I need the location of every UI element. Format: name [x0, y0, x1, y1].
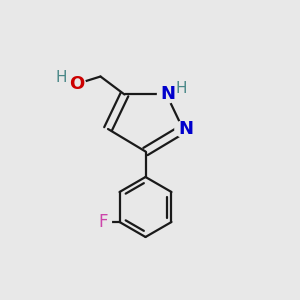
Circle shape	[175, 82, 188, 95]
Circle shape	[175, 121, 191, 137]
Circle shape	[158, 85, 175, 103]
Text: H: H	[176, 81, 187, 96]
Text: N: N	[160, 85, 175, 103]
Text: F: F	[98, 213, 108, 231]
Circle shape	[68, 75, 85, 93]
Circle shape	[94, 214, 111, 230]
Circle shape	[55, 71, 68, 85]
Text: O: O	[69, 75, 84, 93]
Text: H: H	[56, 70, 67, 86]
Text: N: N	[178, 120, 193, 138]
